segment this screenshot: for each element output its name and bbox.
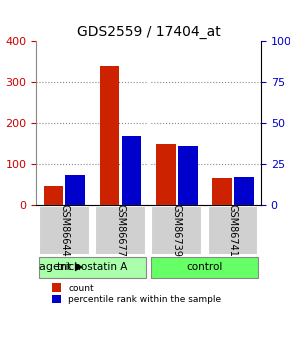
Text: trichostatin A: trichostatin A bbox=[57, 263, 128, 273]
Bar bbox=[100, 66, 119, 205]
FancyBboxPatch shape bbox=[39, 257, 146, 278]
Bar bbox=[212, 178, 232, 205]
FancyBboxPatch shape bbox=[95, 206, 146, 255]
Text: GSM86741: GSM86741 bbox=[228, 204, 238, 257]
FancyBboxPatch shape bbox=[208, 206, 258, 255]
Text: GSM86644: GSM86644 bbox=[59, 204, 69, 257]
Bar bbox=[234, 177, 254, 205]
Title: GDS2559 / 17404_at: GDS2559 / 17404_at bbox=[77, 25, 220, 39]
Text: agent ▶: agent ▶ bbox=[39, 263, 84, 273]
Text: GSM86677: GSM86677 bbox=[115, 204, 126, 257]
Bar bbox=[156, 145, 176, 205]
Bar bbox=[66, 176, 85, 205]
Text: GSM86739: GSM86739 bbox=[172, 204, 182, 257]
Legend: count, percentile rank within the sample: count, percentile rank within the sample bbox=[52, 284, 221, 304]
FancyBboxPatch shape bbox=[151, 206, 202, 255]
Bar bbox=[178, 146, 197, 205]
FancyBboxPatch shape bbox=[151, 257, 258, 278]
FancyBboxPatch shape bbox=[39, 206, 90, 255]
Text: control: control bbox=[187, 263, 223, 273]
Bar bbox=[122, 136, 141, 205]
Bar bbox=[44, 187, 63, 205]
